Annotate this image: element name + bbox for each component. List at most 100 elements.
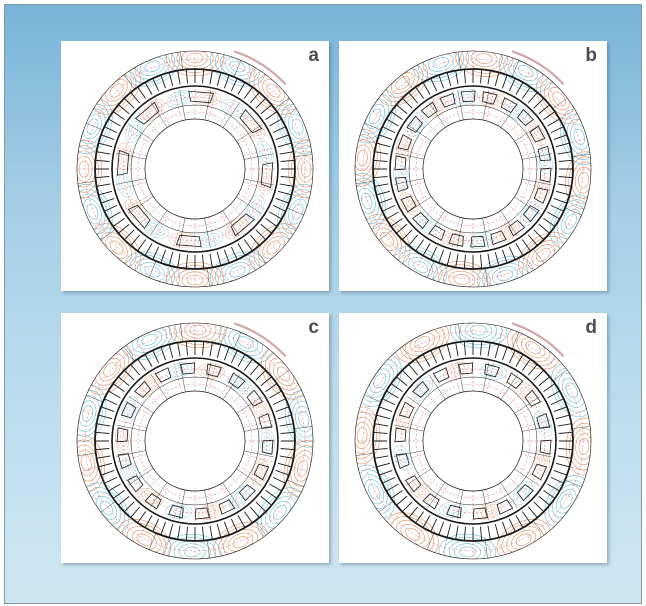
rotor-ray: [179, 90, 186, 120]
mesh-ray: [238, 465, 298, 501]
rotor-slot: [261, 439, 274, 455]
rotor-slot: [405, 475, 422, 493]
flux-line: [249, 398, 271, 422]
rotor-slot: [448, 233, 464, 247]
flux-line: [357, 149, 368, 167]
mesh-ray: [413, 66, 449, 126]
flux-line: [150, 225, 162, 234]
flux-line: [256, 140, 275, 167]
flux-line: [131, 530, 157, 550]
flux-line: [225, 217, 248, 240]
stator-ray: [207, 540, 210, 559]
mesh-ray: [243, 138, 310, 157]
flux-line: [124, 199, 147, 222]
mesh-ray: [389, 204, 438, 253]
flux-line: [261, 148, 270, 159]
rotor-ray: [394, 178, 424, 185]
rotor-ray: [150, 210, 168, 236]
flux-line: [169, 505, 189, 517]
flux-line: [183, 546, 201, 558]
rotor-slot: [395, 453, 410, 469]
rotor-ray: [236, 124, 262, 142]
flux-line: [142, 98, 165, 121]
mesh-ray: [230, 204, 279, 253]
rotor-slot: [127, 204, 151, 230]
mesh-ray: [497, 484, 533, 544]
mesh-ray: [219, 212, 255, 272]
flux-line: [119, 460, 141, 484]
rotor-ray: [204, 218, 211, 248]
rotor-slot: [168, 504, 184, 519]
rotor-ray: [116, 450, 146, 457]
mesh-ray: [358, 410, 425, 429]
airgap-circle: [111, 357, 279, 525]
flux-line: [131, 205, 141, 215]
flux-line: [559, 493, 573, 509]
stator-ray: [458, 323, 461, 342]
rotor-ray: [236, 196, 262, 214]
flux-line: [291, 118, 304, 135]
motor-field-diagram: [354, 50, 592, 288]
flux-line: [141, 490, 159, 504]
flux-line: [291, 203, 304, 220]
flux-line: [273, 505, 287, 520]
mesh-ray: [207, 326, 226, 393]
stator-ray: [77, 453, 96, 456]
flux-line: [405, 527, 421, 541]
flux-line: [483, 94, 503, 106]
flux-line: [447, 364, 465, 378]
flux-line: [552, 91, 566, 106]
stator-ray: [86, 394, 103, 403]
rotor-slot: [536, 413, 551, 429]
rotor-slot: [398, 401, 415, 419]
flux-line: [139, 262, 166, 281]
flux-line: [197, 363, 225, 379]
flux-line: [538, 455, 546, 467]
mesh-ray: [508, 204, 557, 253]
flux-line: [568, 422, 591, 471]
flux-line: [515, 533, 532, 546]
flux-line: [450, 367, 462, 375]
rotor-ray: [204, 490, 211, 520]
flux-line: [243, 116, 266, 139]
rotor-ray: [150, 482, 168, 508]
flux-line: [470, 51, 498, 68]
flux-line: [77, 434, 105, 492]
rotor-slot: [127, 475, 144, 493]
rotor-slot: [428, 225, 446, 241]
mesh-ray: [370, 381, 430, 417]
flux-line: [122, 396, 139, 423]
mesh-ray: [111, 357, 160, 406]
flux-line: [126, 323, 172, 357]
flux-line: [536, 451, 548, 471]
mesh-circle: [415, 383, 531, 499]
mesh-circle: [137, 111, 253, 227]
mesh-ray: [389, 85, 438, 134]
rotor-ray: [457, 90, 464, 120]
stator-ray: [355, 453, 374, 456]
flux-line: [578, 171, 589, 189]
mesh-ray: [80, 181, 147, 200]
flux-line: [574, 166, 591, 194]
flux-line: [454, 323, 503, 346]
flux-line: [201, 365, 221, 377]
rotor-ray: [406, 196, 432, 214]
flux-line: [468, 232, 495, 249]
flux-line: [432, 57, 450, 69]
flux-line: [516, 384, 534, 399]
rotor-ray: [236, 396, 262, 414]
rotor-ray: [128, 196, 154, 214]
rotor-slot: [432, 367, 450, 383]
flux-line: [536, 415, 550, 433]
flux-line: [538, 151, 551, 171]
rotor-slot: [218, 499, 236, 515]
rotor-ray: [243, 450, 274, 458]
mesh-ray: [358, 453, 425, 472]
rotor-ray: [244, 153, 274, 160]
stator-ray: [378, 229, 394, 241]
flux-line: [554, 368, 589, 413]
rotor-slot: [439, 93, 456, 108]
stator-ray: [180, 51, 183, 70]
flux-line: [355, 134, 378, 182]
mesh-ray: [243, 453, 310, 472]
